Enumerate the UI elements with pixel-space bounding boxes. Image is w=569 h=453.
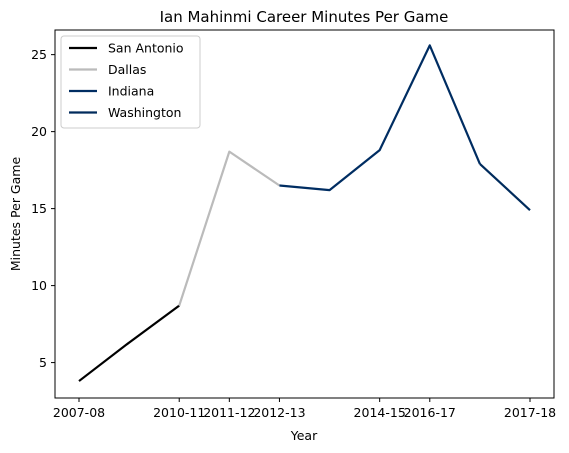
plot-frame xyxy=(54,29,555,399)
legend-label: San Antonio xyxy=(108,41,184,56)
series-layer xyxy=(78,44,531,382)
y-tick-label: 10 xyxy=(31,278,47,293)
y-tick-label: 25 xyxy=(31,47,47,62)
legend-label: Washington xyxy=(108,105,181,120)
x-tick-label: 2012-13 xyxy=(253,405,305,420)
legend: San Antonio Dallas Indiana Washington xyxy=(60,35,201,129)
x-axis-label: Year xyxy=(290,428,318,443)
series-line-washington xyxy=(479,163,531,211)
x-tick-label: 2017-18 xyxy=(504,405,556,420)
y-tick-label: 15 xyxy=(31,201,47,216)
x-tick-label: 2007-08 xyxy=(53,405,105,420)
chart-title: Ian Mahinmi Career Minutes Per Game xyxy=(160,8,449,26)
series-line-dallas xyxy=(178,150,281,306)
y-tick-label: 20 xyxy=(31,124,47,139)
legend-label: Dallas xyxy=(108,62,146,77)
series-line-indiana xyxy=(279,44,481,192)
y-axis-label: Minutes Per Game xyxy=(8,157,23,272)
x-tick-label: 2014-15 xyxy=(354,405,406,420)
x-tick-label: 2016-17 xyxy=(404,405,456,420)
legend-label: Indiana xyxy=(108,84,154,99)
legend-box xyxy=(60,35,201,129)
y-axis: 5 10 15 20 25 xyxy=(31,47,55,370)
x-tick-label: 2010-11 xyxy=(153,405,205,420)
y-tick-label: 5 xyxy=(39,355,47,370)
series-line-san-antonio xyxy=(78,304,180,382)
x-tick-label: 2011-12 xyxy=(203,405,255,420)
